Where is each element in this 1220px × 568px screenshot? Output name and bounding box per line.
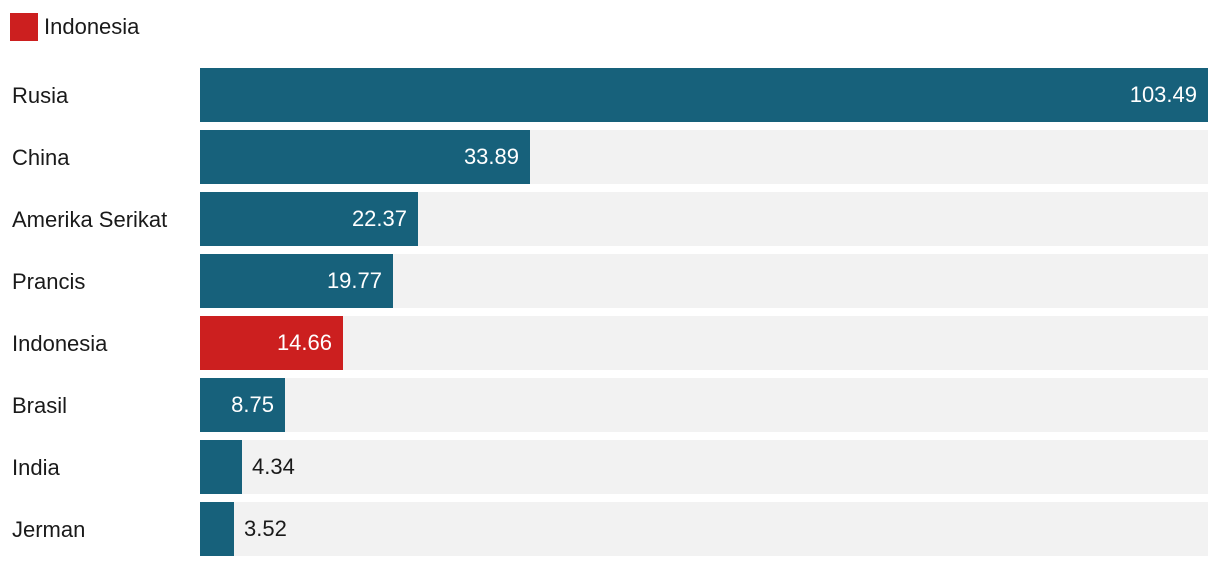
legend-swatch: [10, 13, 38, 41]
bar: [200, 378, 285, 432]
bar-track: 8.75: [200, 378, 1208, 432]
bar-row: India 4.34: [0, 440, 1220, 494]
value-label: 19.77: [326, 268, 382, 293]
category-label: Indonesia: [12, 331, 108, 356]
bar: [200, 130, 530, 184]
bar-track: 3.52: [200, 502, 1208, 556]
category-label: Brasil: [12, 393, 68, 418]
bar: [200, 316, 343, 370]
value-label: 14.66: [276, 330, 332, 355]
bar-row: Indonesia 14.66: [0, 316, 1220, 370]
bar-track: 19.77: [200, 254, 1208, 308]
bar-row: Rusia 103.49: [0, 68, 1220, 122]
legend-label: Indonesia: [44, 14, 140, 39]
bar-row: Jerman 3.52: [0, 502, 1220, 556]
value-label: 33.89: [463, 144, 519, 169]
bar: [200, 254, 393, 308]
bar-track: 14.66: [200, 316, 1208, 370]
bar-track: 103.49: [200, 68, 1208, 122]
bar: [200, 192, 418, 246]
category-label: Rusia: [12, 83, 69, 108]
value-label: 8.75: [231, 392, 274, 417]
bar-track: 33.89: [200, 130, 1208, 184]
bar-row: Amerika Serikat 22.37: [0, 192, 1220, 246]
chart-legend: Indonesia: [10, 13, 139, 41]
bar-row: China 33.89: [0, 130, 1220, 184]
category-label: India: [12, 455, 60, 480]
category-label: China: [12, 145, 70, 170]
value-label: 3.52: [244, 516, 287, 541]
bar-track: 4.34: [200, 440, 1208, 494]
value-label: 103.49: [1129, 82, 1197, 107]
category-label: Prancis: [12, 269, 86, 294]
bar-row: Brasil 8.75: [0, 378, 1220, 432]
bar: [200, 502, 234, 556]
bar-row: Prancis 19.77: [0, 254, 1220, 308]
value-label: 22.37: [351, 206, 407, 231]
bar: [200, 440, 242, 494]
bar-track: 22.37: [200, 192, 1208, 246]
value-label: 4.34: [252, 454, 295, 479]
bar: [200, 68, 1208, 122]
category-label: Amerika Serikat: [12, 207, 168, 232]
category-label: Jerman: [12, 517, 86, 542]
